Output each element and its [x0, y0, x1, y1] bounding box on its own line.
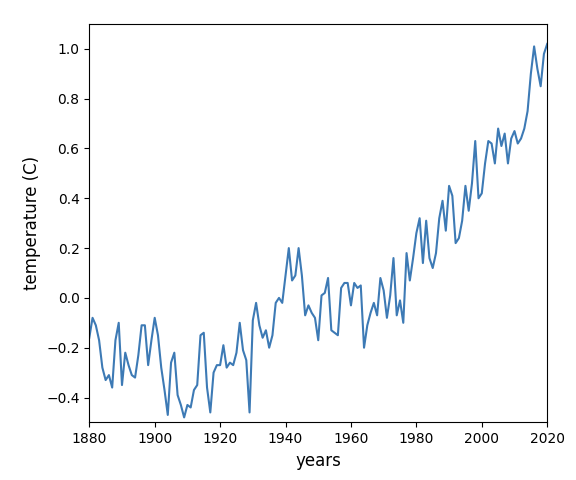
Y-axis label: temperature (C): temperature (C) — [22, 156, 40, 290]
X-axis label: years: years — [295, 452, 341, 469]
